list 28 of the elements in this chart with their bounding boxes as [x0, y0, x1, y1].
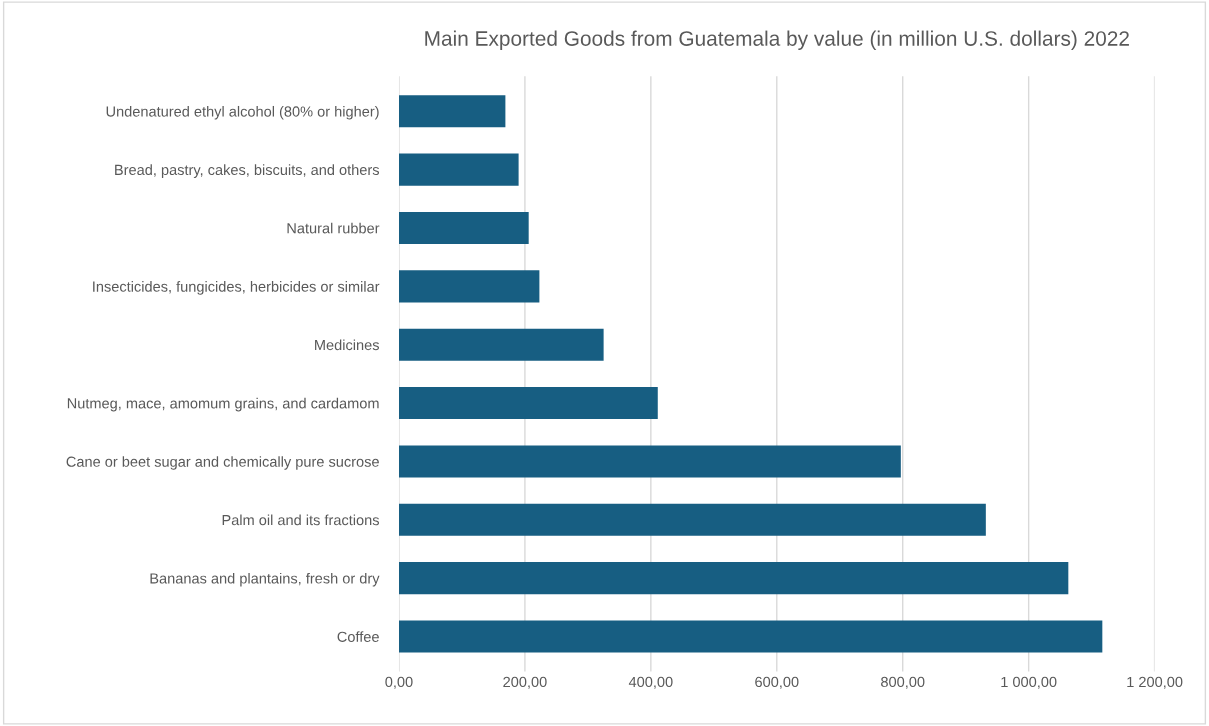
y-tick-label: Medicines — [315, 339, 379, 351]
x-tick-label: 400,00 — [628, 676, 673, 689]
bar — [398, 387, 658, 420]
x-tick-label: 200,00 — [503, 676, 547, 689]
y-tick-label: Cane or beet sugar and chemically pure sucrose — [66, 456, 379, 470]
x-tick-label: 1 200,00 — [1127, 676, 1183, 689]
bar — [398, 620, 1103, 653]
y-tick-label: Palm oil and its fractions — [222, 514, 380, 526]
bar — [398, 153, 519, 186]
chart-title: Main Exported Goods from Guatemala by value (in million U.S. dollars) 2022 — [425, 30, 1129, 50]
x-tick-label: 800,00 — [881, 676, 925, 689]
bar — [398, 445, 901, 478]
y-tick-label: Bananas and plantains, fresh or dry — [150, 572, 380, 587]
x-tick-label: 1 000,00 — [1001, 676, 1057, 689]
y-tick-label: Bread, pastry, cakes, biscuits, and others — [115, 164, 380, 178]
bar — [398, 211, 529, 245]
bar — [398, 270, 540, 303]
x-tick-label: 600,00 — [755, 676, 799, 689]
y-tick-label: Nutmeg, mace, amomum grains, and cardamom — [67, 397, 379, 412]
y-tick-label: Insecticides, fungicides, herbicides or similar — [93, 281, 380, 295]
bar — [398, 562, 1069, 595]
y-tick-label: Natural rubber — [287, 222, 380, 234]
bar — [398, 328, 604, 361]
bar — [398, 95, 506, 128]
x-tick-label: 0,00 — [385, 676, 413, 689]
y-tick-label: Undenatured ethyl alcohol (80% or higher) — [106, 105, 379, 120]
y-tick-label: Coffee — [337, 631, 379, 642]
bar — [398, 503, 986, 536]
